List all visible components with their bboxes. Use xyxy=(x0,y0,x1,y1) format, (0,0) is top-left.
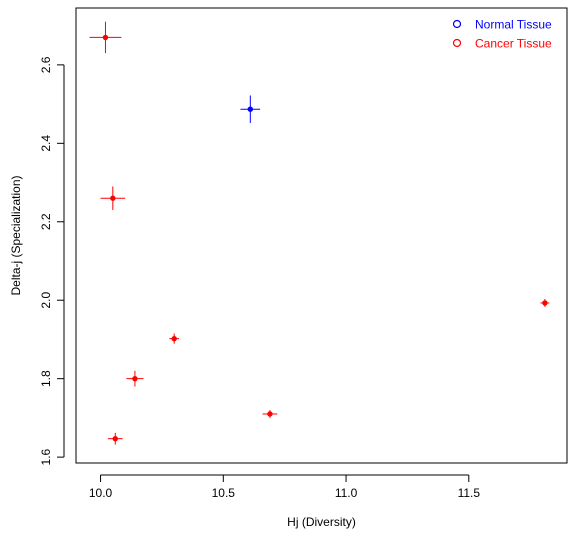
x-axis-label: Hj (Diversity) xyxy=(287,515,356,529)
x-tick-label: 11.5 xyxy=(458,486,481,500)
data-points xyxy=(89,21,550,445)
y-tick-label: 2.4 xyxy=(39,135,53,152)
point-marker xyxy=(171,335,177,342)
data-point xyxy=(169,333,180,344)
y-tick-label: 1.8 xyxy=(39,370,53,387)
point-marker xyxy=(247,106,254,112)
y-tick-label: 2.6 xyxy=(39,56,53,73)
point-marker xyxy=(267,411,273,417)
data-point xyxy=(107,432,123,445)
legend-marker xyxy=(452,38,462,48)
x-tick-label: 10.0 xyxy=(89,486,113,500)
y-tick-label: 2.2 xyxy=(39,213,53,230)
data-point xyxy=(126,370,144,387)
data-point xyxy=(540,299,550,307)
y-axis-label: Delta-j (Specialization) xyxy=(9,175,23,295)
data-point xyxy=(240,95,261,123)
legend: Normal Tissue Cancer Tissue xyxy=(452,18,552,51)
data-point xyxy=(100,186,126,211)
plot-frame xyxy=(75,7,568,464)
data-point xyxy=(262,410,278,418)
legend-label: Cancer Tissue xyxy=(475,37,552,51)
data-point xyxy=(89,21,122,54)
y-axis: 1.6 1.8 2.0 2.2 2.4 2.6 xyxy=(39,56,65,465)
point-marker xyxy=(110,195,116,201)
legend-label: Normal Tissue xyxy=(475,18,552,32)
x-axis: 10.0 10.5 11.0 11.5 xyxy=(89,474,481,500)
point-marker xyxy=(542,300,548,306)
legend-marker xyxy=(452,19,462,29)
x-tick-label: 10.5 xyxy=(212,486,236,500)
point-marker xyxy=(132,375,138,382)
point-marker xyxy=(102,34,109,41)
y-tick-label: 1.6 xyxy=(39,448,53,465)
point-marker xyxy=(112,435,118,442)
x-tick-label: 11.0 xyxy=(335,486,358,500)
y-tick-label: 2.0 xyxy=(39,292,53,309)
